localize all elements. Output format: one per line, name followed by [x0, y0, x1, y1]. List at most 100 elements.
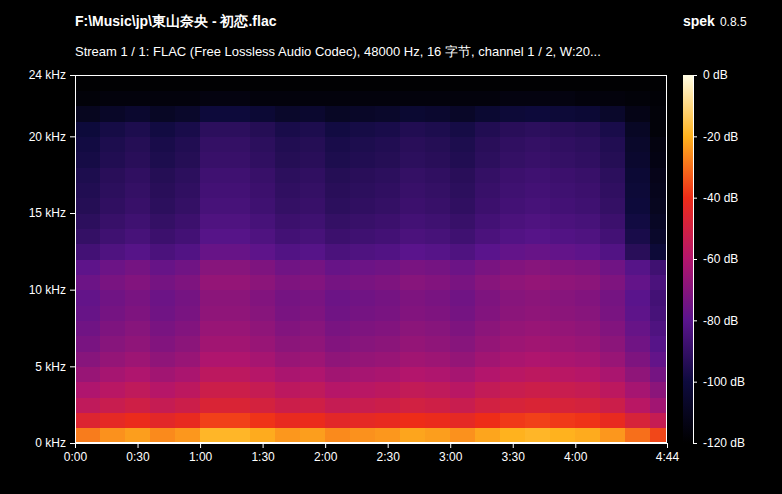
cell — [475, 167, 501, 183]
cell — [150, 336, 176, 352]
cell — [500, 244, 526, 260]
cell — [175, 290, 201, 306]
cell — [75, 382, 101, 398]
cell — [625, 290, 651, 306]
cell — [125, 366, 151, 382]
cell — [225, 244, 251, 260]
cell — [150, 182, 176, 198]
cell — [625, 244, 651, 260]
cell — [350, 320, 376, 336]
cell — [125, 382, 151, 398]
cell — [75, 320, 101, 336]
cell — [75, 244, 101, 260]
tick-label: 2:30 — [376, 450, 400, 464]
cell — [300, 244, 326, 260]
cell — [200, 259, 226, 275]
cell — [650, 121, 667, 137]
cell — [250, 290, 276, 306]
cell — [100, 244, 126, 260]
cell — [525, 259, 551, 275]
cell — [75, 152, 101, 168]
cell — [150, 412, 176, 428]
cell — [150, 106, 176, 122]
cell — [375, 228, 401, 244]
cell — [200, 351, 226, 367]
cell — [125, 397, 151, 413]
cell — [200, 274, 226, 290]
tick-label: 0 kHz — [35, 436, 66, 450]
cell — [275, 290, 301, 306]
cell — [400, 228, 426, 244]
cell — [125, 213, 151, 229]
cell — [75, 228, 101, 244]
cell — [200, 106, 226, 122]
cell — [75, 366, 101, 382]
cell — [325, 244, 351, 260]
cell — [125, 198, 151, 214]
cell — [250, 106, 276, 122]
cell — [425, 152, 451, 168]
cell — [375, 244, 401, 260]
cell — [550, 336, 576, 352]
cell — [300, 305, 326, 321]
cell — [275, 121, 301, 137]
cell — [250, 182, 276, 198]
cell — [350, 75, 376, 91]
cell — [100, 136, 126, 152]
cell — [225, 121, 251, 137]
cell — [275, 274, 301, 290]
tick: 20 kHz — [29, 130, 75, 144]
cell — [75, 182, 101, 198]
cell — [550, 244, 576, 260]
color-bar — [683, 75, 693, 443]
cell — [275, 198, 301, 214]
cell — [325, 152, 351, 168]
cell — [150, 198, 176, 214]
cell — [350, 213, 376, 229]
cell — [225, 428, 251, 443]
cell — [150, 213, 176, 229]
cell — [275, 351, 301, 367]
cell — [500, 198, 526, 214]
tick-label: 1:30 — [251, 450, 275, 464]
cell — [625, 182, 651, 198]
cell — [275, 106, 301, 122]
cell — [375, 366, 401, 382]
cell — [425, 428, 451, 443]
cell — [525, 228, 551, 244]
cell — [175, 336, 201, 352]
cell — [200, 182, 226, 198]
cell — [550, 106, 576, 122]
tick-mark — [70, 366, 75, 367]
cell — [325, 382, 351, 398]
axis-line — [70, 76, 76, 444]
cell — [250, 244, 276, 260]
cell — [175, 228, 201, 244]
cell — [500, 259, 526, 275]
cell — [650, 75, 667, 91]
cell — [125, 305, 151, 321]
cell — [125, 182, 151, 198]
tick-label: 4:44 — [656, 450, 680, 464]
cell — [400, 290, 426, 306]
cell — [325, 290, 351, 306]
cell — [100, 336, 126, 352]
cell — [625, 351, 651, 367]
cell — [425, 182, 451, 198]
cell — [250, 428, 276, 443]
cell — [475, 412, 501, 428]
cell — [650, 412, 667, 428]
cell — [475, 397, 501, 413]
cell — [350, 106, 376, 122]
cell — [300, 366, 326, 382]
tick: 1:00 — [189, 443, 213, 464]
cell — [100, 259, 126, 275]
cell — [325, 90, 351, 106]
cell — [450, 136, 476, 152]
cell — [600, 198, 626, 214]
cell — [650, 244, 667, 260]
cell — [325, 397, 351, 413]
cell — [550, 259, 576, 275]
cell — [550, 290, 576, 306]
cell — [200, 290, 226, 306]
